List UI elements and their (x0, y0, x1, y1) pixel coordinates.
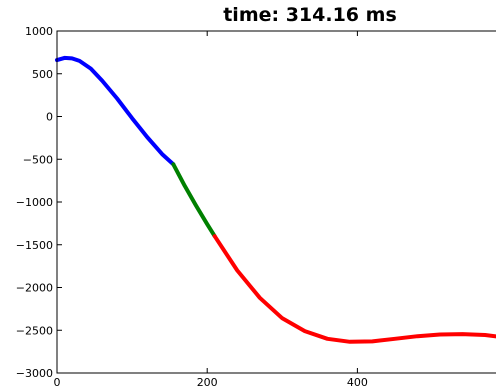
x-tick-label: 400 (347, 376, 368, 389)
y-tick-label: −1500 (16, 239, 53, 252)
x-tick-label: 200 (197, 376, 218, 389)
series-line (212, 234, 496, 344)
series-line (171, 162, 217, 239)
axes-frame (56, 30, 496, 374)
x-tick-label: 0 (54, 376, 61, 389)
y-tick-label: −1000 (16, 196, 53, 209)
y-tick-label: −3000 (16, 367, 53, 380)
y-tick-label: 0 (46, 111, 53, 124)
y-tick-label: 500 (32, 68, 53, 81)
series-layer (55, 55, 496, 344)
y-tick-label: 1000 (25, 25, 53, 38)
series-line (55, 55, 176, 167)
y-tick-label: −500 (23, 153, 53, 166)
chart-title: time: 314.16 ms (223, 4, 397, 26)
y-tick-label: −2000 (16, 282, 53, 295)
y-tick-label: −2500 (16, 324, 53, 337)
